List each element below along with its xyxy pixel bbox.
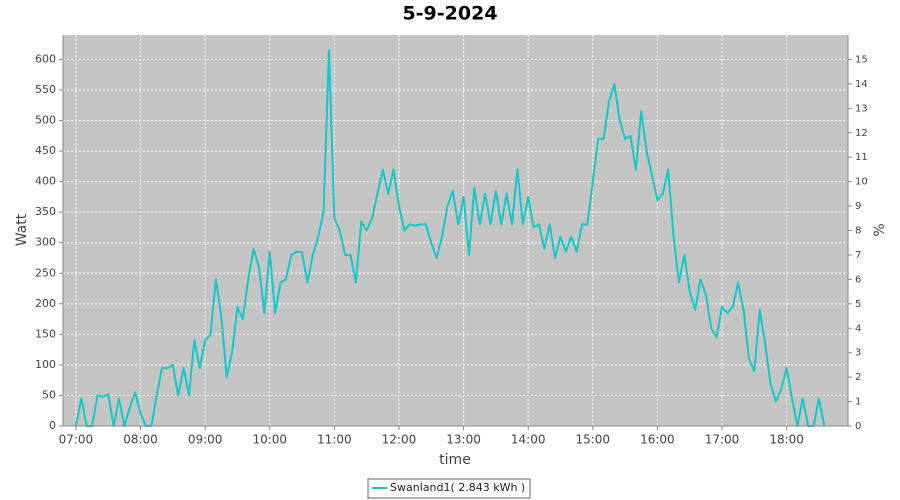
y2-tick-label: 9 bbox=[855, 201, 861, 212]
y-tick-label: 100 bbox=[35, 358, 56, 371]
y2-tick-label: 0 bbox=[855, 421, 861, 432]
y2-tick-label: 14 bbox=[855, 79, 868, 90]
y2-tick-label: 13 bbox=[855, 103, 868, 114]
y-tick-label: 600 bbox=[35, 52, 56, 65]
y2-tick-label: 3 bbox=[855, 348, 861, 359]
y-tick-label: 450 bbox=[35, 144, 56, 157]
chart-title: 5-9-2024 bbox=[402, 3, 497, 25]
plot-area bbox=[63, 35, 848, 426]
y2-tick-label: 8 bbox=[855, 226, 861, 237]
y2-tick-label: 1 bbox=[855, 397, 861, 408]
y-tick-label: 350 bbox=[35, 205, 56, 218]
y-axis-label: Watt bbox=[14, 213, 30, 246]
data-line bbox=[74, 49, 826, 427]
x-tick-label: 09:00 bbox=[188, 433, 223, 447]
x-tick-label: 11:00 bbox=[317, 433, 352, 447]
y-tick-label: 400 bbox=[35, 175, 56, 188]
y2-tick-label: 12 bbox=[855, 128, 868, 139]
y2-tick-label: 7 bbox=[855, 250, 861, 261]
y-tick-label: 500 bbox=[35, 114, 56, 127]
x-tick-label: 10:00 bbox=[252, 433, 287, 447]
x-tick-label: 12:00 bbox=[382, 433, 417, 447]
x-tick-label: 16:00 bbox=[640, 433, 675, 447]
y2-tick-label: 15 bbox=[855, 54, 868, 65]
y-tick-label: 200 bbox=[35, 297, 56, 310]
y2-tick-label: 4 bbox=[855, 323, 861, 334]
x-axis-label: time bbox=[439, 452, 471, 468]
y2-tick-label: 11 bbox=[855, 152, 868, 163]
x-tick-label: 13:00 bbox=[446, 433, 481, 447]
x-tick-label: 17:00 bbox=[705, 433, 740, 447]
x-tick-label: 18:00 bbox=[769, 433, 804, 447]
y-tick-label: 250 bbox=[35, 266, 56, 279]
x-tick-label: 08:00 bbox=[123, 433, 158, 447]
y2-tick-label: 10 bbox=[855, 177, 868, 188]
y2-axis-label: % bbox=[872, 223, 888, 236]
x-tick-label: 15:00 bbox=[575, 433, 610, 447]
x-tick-label: 07:00 bbox=[59, 433, 94, 447]
plot-layer bbox=[63, 35, 848, 427]
y2-tick-label: 5 bbox=[855, 299, 861, 310]
y-tick-label: 0 bbox=[49, 419, 56, 432]
y-tick-label: 550 bbox=[35, 83, 56, 96]
x-tick-label: 14:00 bbox=[511, 433, 546, 447]
legend-box bbox=[367, 478, 531, 499]
y-tick-label: 300 bbox=[35, 236, 56, 249]
y-tick-label: 150 bbox=[35, 327, 56, 340]
y-tick-label: 50 bbox=[42, 388, 56, 401]
y2-tick-label: 6 bbox=[855, 274, 861, 285]
legend-label: Swanland1( 2.843 kWh ) bbox=[390, 481, 525, 494]
y2-tick-label: 2 bbox=[855, 372, 861, 383]
